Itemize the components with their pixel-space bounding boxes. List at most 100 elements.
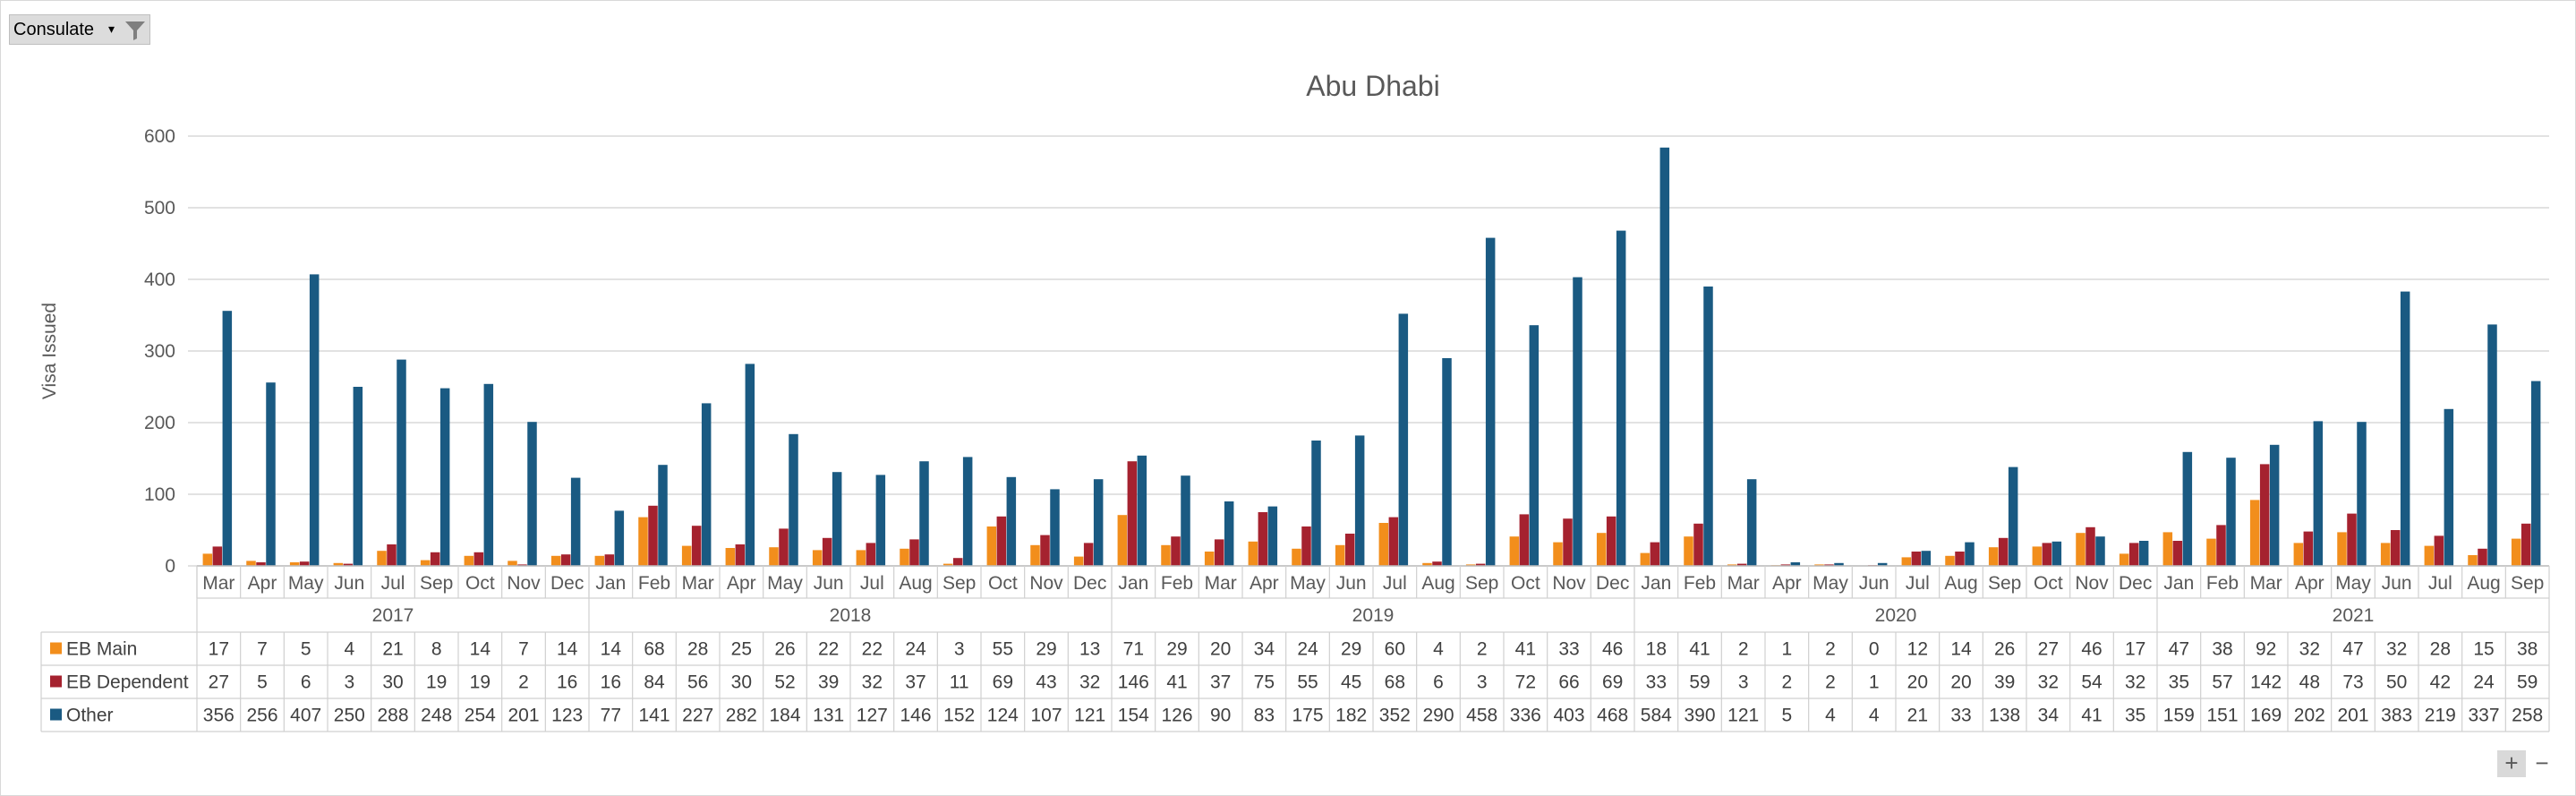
- bar-eb-main: [377, 551, 387, 566]
- data-table-cell: 4: [344, 639, 354, 660]
- bar-eb-main: [1117, 515, 1128, 566]
- x-tick-month: Apr: [2295, 573, 2324, 594]
- x-tick-month: May: [767, 573, 803, 594]
- x-tick-month: Nov: [1029, 573, 1063, 594]
- data-table-cell: 1: [1781, 639, 1792, 660]
- bar-eb-main: [246, 561, 256, 566]
- bar-eb-dependent: [1736, 563, 1747, 566]
- data-table-cell: 121: [1727, 706, 1759, 726]
- y-tick-label: 0: [165, 556, 175, 577]
- data-table-cell: 458: [1466, 706, 1497, 726]
- data-table-cell: 175: [1292, 706, 1323, 726]
- x-tick-month: May: [2335, 573, 2371, 594]
- bar-eb-main: [508, 561, 517, 566]
- bar-other: [1573, 277, 1582, 566]
- data-table-cell: 202: [2294, 706, 2325, 726]
- zoom-in-button[interactable]: +: [2497, 750, 2526, 777]
- data-table-cell: 152: [943, 706, 975, 726]
- bar-eb-main: [1161, 544, 1171, 566]
- bar-eb-main: [202, 553, 213, 566]
- data-table-cell: 29: [1341, 639, 1361, 660]
- bar-other: [1659, 147, 1670, 567]
- x-tick-month: Aug: [2467, 573, 2500, 594]
- data-table-cell: 66: [1558, 672, 1579, 693]
- zoom-out-button[interactable]: −: [2535, 749, 2549, 776]
- data-table-cell: 69: [1602, 672, 1623, 693]
- bar-other: [1921, 551, 1932, 566]
- data-table-cell: 356: [203, 706, 235, 726]
- data-table-cell: 55: [993, 639, 1013, 660]
- data-table-cell: 32: [2038, 672, 2059, 693]
- data-table-cell: 337: [2468, 706, 2499, 726]
- x-tick-year: 2017: [372, 605, 414, 626]
- data-table-cell: 2: [518, 672, 529, 693]
- data-table-cell: 25: [731, 639, 752, 660]
- x-tick-month: Mar: [202, 573, 235, 594]
- bar-eb-dependent: [1519, 514, 1530, 566]
- x-tick-month: Jun: [2382, 573, 2412, 594]
- data-table-cell: 84: [644, 672, 665, 693]
- data-table-cell: 383: [2381, 706, 2412, 726]
- bar-other: [962, 457, 973, 566]
- bar-eb-main: [2468, 555, 2478, 566]
- x-tick-month: May: [1290, 573, 1326, 594]
- bar-eb-main: [812, 550, 823, 566]
- bar-other: [222, 311, 233, 566]
- bar-other: [2051, 541, 2062, 566]
- bar-eb-dependent: [560, 554, 571, 566]
- bar-eb-main: [2032, 546, 2043, 566]
- x-tick-year: 2021: [2333, 605, 2375, 626]
- data-table-cell: 6: [1433, 672, 1444, 693]
- bar-eb-main: [420, 560, 431, 566]
- data-table-cell: 33: [1646, 672, 1667, 693]
- x-tick-year: 2020: [1875, 605, 1917, 626]
- data-table-cell: 24: [2473, 672, 2495, 693]
- data-table-cell: 248: [421, 706, 452, 726]
- x-tick-month: Nov: [507, 573, 541, 594]
- consulate-filter-button[interactable]: Consulate ▾: [9, 14, 150, 45]
- data-table-cell: 22: [818, 639, 839, 660]
- data-table-cell: 41: [1689, 639, 1710, 660]
- data-table-cell: 28: [2430, 639, 2451, 660]
- bar-other: [439, 388, 450, 566]
- bar-eb-dependent: [1258, 512, 1268, 566]
- data-table-cell: 131: [813, 706, 844, 726]
- data-table-cell: 4: [1825, 706, 1836, 726]
- legend-label: EB Main: [66, 639, 137, 660]
- bar-other: [1746, 479, 1757, 566]
- bar-eb-main: [638, 517, 648, 566]
- data-table-cell: 83: [1254, 706, 1275, 726]
- data-table-cell: 107: [1030, 706, 1062, 726]
- bar-eb-main: [2293, 543, 2304, 566]
- data-table-cell: 29: [1166, 639, 1187, 660]
- data-table-cell: 68: [644, 639, 664, 660]
- bar-eb-main: [725, 548, 736, 566]
- bar-other: [2269, 444, 2280, 566]
- bar-other: [2444, 408, 2454, 566]
- bar-eb-main: [2337, 532, 2347, 566]
- data-table-cell: 169: [2250, 706, 2282, 726]
- data-table-cell: 3: [954, 639, 965, 660]
- data-table-cell: 141: [638, 706, 670, 726]
- bar-eb-main: [289, 562, 300, 566]
- bar-eb-dependent: [1301, 526, 1311, 566]
- data-table-cell: 37: [1210, 672, 1231, 693]
- data-table-cell: 43: [1036, 672, 1056, 693]
- bar-eb-main: [2380, 543, 2391, 566]
- bar-other: [2226, 458, 2236, 566]
- data-table-cell: 15: [2473, 639, 2494, 660]
- data-table-cell: 146: [1118, 672, 1149, 693]
- data-table-cell: 41: [1166, 672, 1187, 693]
- bar-eb-dependent: [866, 543, 876, 566]
- data-table-cell: 46: [1602, 639, 1623, 660]
- x-tick-month: Apr: [248, 573, 277, 594]
- data-table-cell: 19: [426, 672, 447, 693]
- bar-other: [266, 382, 276, 566]
- bar-eb-dependent: [779, 528, 789, 566]
- data-table-cell: 151: [2206, 706, 2238, 726]
- bar-eb-main: [594, 555, 605, 566]
- x-tick-month: Nov: [2075, 573, 2109, 594]
- x-tick-month: Jun: [1336, 573, 1367, 594]
- x-tick-month: Jun: [814, 573, 844, 594]
